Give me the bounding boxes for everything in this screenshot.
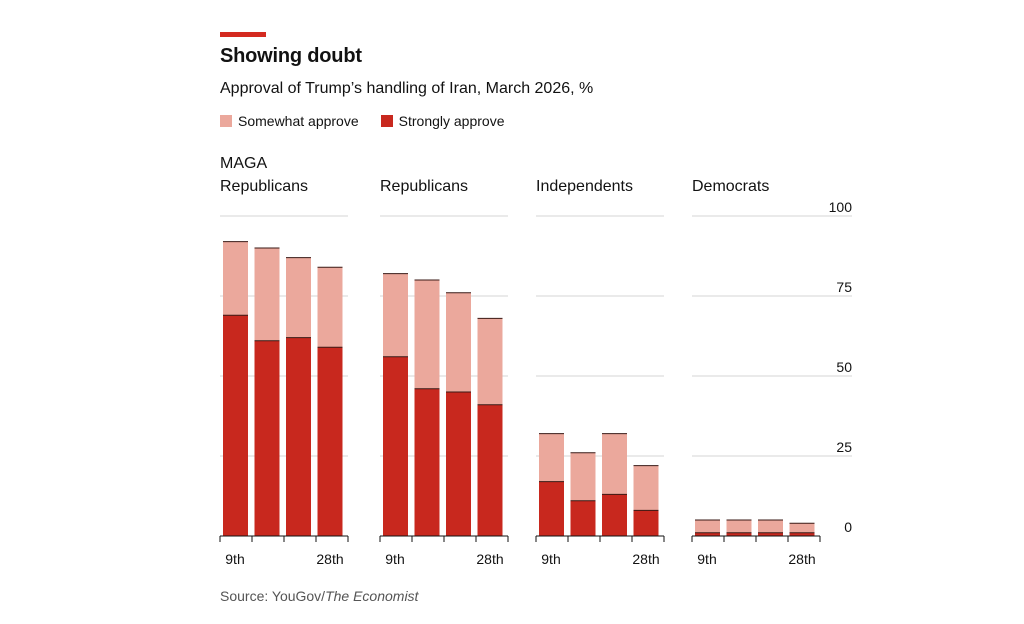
panel-title: Democrats (692, 178, 769, 195)
bar-somewhat (602, 433, 627, 495)
panel-title: Republicans (380, 178, 468, 195)
bar-strongly (758, 532, 783, 536)
y-tick-label: 25 (836, 439, 852, 455)
bar-strongly (223, 315, 248, 536)
bar-somewhat (570, 452, 596, 501)
x-tick-label: 9th (541, 551, 560, 567)
bar-strongly (633, 510, 659, 536)
panel-title: Independents (536, 178, 633, 195)
bar-strongly (695, 532, 720, 536)
bar-somewhat (286, 257, 311, 338)
bar-somewhat (414, 280, 440, 389)
bar-strongly (539, 481, 564, 536)
x-tick-label: 9th (697, 551, 716, 567)
bar-somewhat (446, 292, 471, 392)
bar-strongly (726, 532, 752, 536)
chart-subtitle: Approval of Trump’s handling of Iran, Ma… (220, 80, 594, 97)
bar-strongly (570, 500, 596, 536)
bar-strongly (477, 404, 503, 536)
legend: Somewhat approve Strongly approve (220, 113, 526, 129)
accent-bar (220, 32, 266, 37)
chart-title: Showing doubt (220, 45, 362, 67)
bar-somewhat (383, 273, 408, 357)
legend-swatch-somewhat (220, 115, 232, 127)
x-tick-label: 28th (316, 551, 343, 567)
source-note: Source: YouGov/The Economist (220, 588, 418, 604)
legend-item-strongly: Strongly approve (380, 113, 505, 129)
x-tick-label: 9th (225, 551, 244, 567)
bar-somewhat (726, 520, 752, 533)
panel-title: Republicans (220, 178, 308, 195)
source-publication: The Economist (325, 588, 419, 604)
legend-item-somewhat: Somewhat approve (220, 113, 359, 129)
y-tick-label: 75 (836, 279, 852, 295)
bar-somewhat (254, 248, 280, 341)
bar-strongly (286, 337, 311, 536)
bar-strongly (446, 392, 471, 536)
legend-label-somewhat: Somewhat approve (238, 113, 359, 129)
y-tick-label: 100 (829, 199, 853, 215)
bar-strongly (789, 532, 815, 536)
x-tick-label: 9th (385, 551, 404, 567)
x-tick-label: 28th (632, 551, 659, 567)
bar-strongly (383, 356, 408, 536)
bar-somewhat (477, 318, 503, 405)
source-prefix: Source: YouGov/ (220, 588, 326, 604)
bar-somewhat (758, 520, 783, 533)
legend-swatch-strongly (380, 115, 393, 127)
bar-somewhat (223, 241, 248, 316)
bar-strongly (414, 388, 440, 536)
bar-somewhat (317, 267, 343, 348)
bar-somewhat (789, 523, 815, 533)
bar-somewhat (539, 433, 564, 482)
bar-somewhat (633, 465, 659, 511)
bar-strongly (254, 340, 280, 536)
bar-somewhat (695, 520, 720, 533)
panel-title: MAGA (220, 155, 267, 172)
y-tick-label: 0 (844, 519, 852, 535)
x-tick-label: 28th (476, 551, 503, 567)
bar-strongly (317, 347, 343, 536)
x-tick-label: 28th (788, 551, 815, 567)
y-tick-label: 50 (836, 359, 852, 375)
legend-label-strongly: Strongly approve (398, 113, 505, 129)
bar-strongly (602, 494, 627, 536)
